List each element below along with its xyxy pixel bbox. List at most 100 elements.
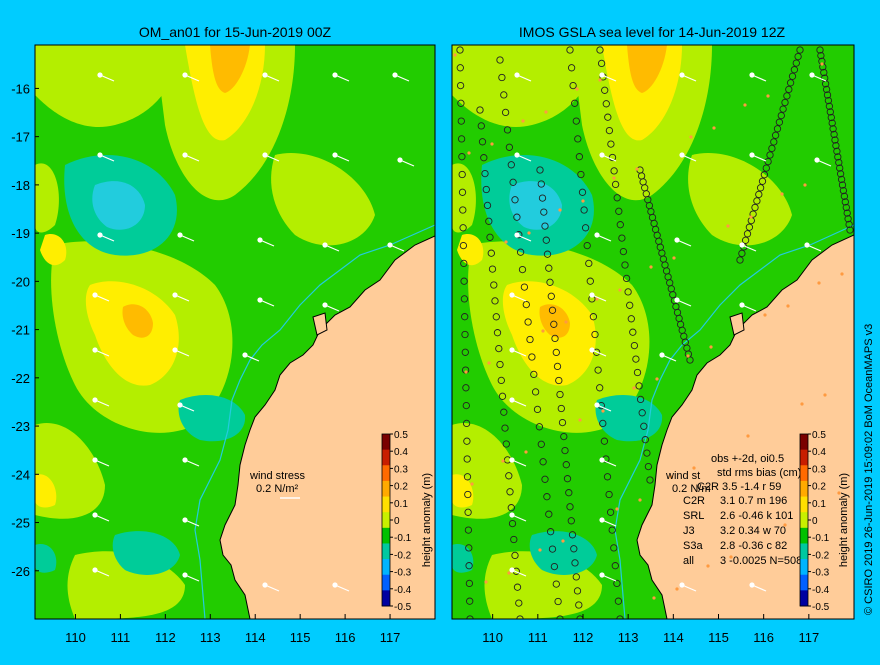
x-tick-label: 110 bbox=[482, 630, 503, 645]
obs-ring bbox=[545, 264, 553, 272]
obs-ring bbox=[462, 419, 471, 428]
wind-arrow-head bbox=[739, 242, 745, 248]
obs-ring bbox=[524, 318, 532, 326]
obs-ring bbox=[840, 192, 849, 200]
colorbar-segment bbox=[382, 434, 390, 451]
obs-ring bbox=[492, 313, 500, 321]
obs-ring bbox=[539, 458, 547, 466]
obs-ring bbox=[616, 221, 624, 229]
obs-ring bbox=[460, 277, 468, 285]
wind-arrow-head bbox=[599, 572, 605, 578]
colorbar-tick-label: -0.2 bbox=[394, 550, 412, 561]
obs-ring bbox=[770, 138, 778, 146]
left-longitude-axis: 110 111 112 113 114 115 116 117 bbox=[65, 614, 400, 645]
obs-ring bbox=[624, 288, 632, 296]
obs-dot bbox=[800, 402, 804, 406]
left-wind-label: wind stress 0.2 N/m² bbox=[249, 470, 306, 499]
obs-ring bbox=[640, 422, 648, 430]
obs-ring bbox=[834, 153, 842, 161]
colorbar-segment bbox=[800, 543, 808, 560]
obs-ring bbox=[608, 526, 616, 534]
x-tick-label: 113 bbox=[200, 630, 221, 645]
obs-dot bbox=[672, 256, 676, 260]
colorbar-segment bbox=[800, 590, 808, 607]
colorbar-tick-label: -0.5 bbox=[812, 602, 830, 613]
colorbar-tick-label: 0.3 bbox=[812, 464, 826, 475]
obs-ring bbox=[565, 489, 573, 497]
obs-ring bbox=[456, 81, 465, 90]
colorbar-tick-label: 0.1 bbox=[812, 499, 826, 510]
left-wind-stress-value: 0.2 N/m² bbox=[256, 483, 299, 495]
obs-ring bbox=[619, 247, 628, 256]
obs-ring bbox=[843, 209, 851, 217]
obs-dot bbox=[595, 297, 599, 301]
obs-ring bbox=[605, 490, 613, 499]
stats-row-values: 2.6 -0.46 k 101 bbox=[720, 510, 793, 522]
obs-ring bbox=[783, 92, 791, 100]
obs-dot bbox=[453, 53, 457, 57]
obs-ring bbox=[571, 559, 579, 567]
obs-ring bbox=[741, 236, 750, 244]
obs-ring bbox=[785, 85, 793, 94]
obs-ring bbox=[456, 64, 464, 72]
obs-ring bbox=[736, 256, 744, 264]
obs-ring bbox=[457, 99, 465, 107]
stats-header-columns: std rms bias (cm) bbox=[717, 467, 801, 479]
obs-ring bbox=[511, 551, 519, 560]
obs-ring bbox=[462, 384, 470, 392]
obs-ring bbox=[745, 223, 754, 231]
obs-ring bbox=[838, 181, 847, 189]
colorbar-tick-label: -0.4 bbox=[394, 585, 412, 596]
obs-dot bbox=[501, 459, 505, 463]
colorbar-segment bbox=[382, 512, 390, 529]
wind-arrow-head bbox=[392, 72, 398, 78]
wind-arrow-head bbox=[397, 157, 403, 163]
obs-ring bbox=[578, 188, 587, 196]
obs-ring bbox=[738, 249, 746, 258]
x-tick-label: 115 bbox=[708, 630, 729, 645]
x-tick-label: 110 bbox=[65, 630, 86, 645]
stats-header-window: obs +-2d, oi0.5 bbox=[711, 453, 784, 465]
obs-ring bbox=[646, 476, 654, 484]
obs-ring bbox=[458, 170, 466, 179]
y-tick-label: -18 bbox=[11, 178, 30, 193]
left-wind-arrows bbox=[92, 72, 415, 592]
obs-ring bbox=[594, 366, 602, 374]
wind-arrow-head bbox=[172, 292, 178, 298]
colorbar-segment bbox=[382, 543, 390, 560]
obs-dot bbox=[780, 192, 784, 196]
obs-ring bbox=[476, 106, 484, 114]
obs-ring bbox=[497, 376, 505, 385]
obs-dot bbox=[783, 523, 787, 527]
obs-ring bbox=[781, 98, 789, 107]
obs-ring bbox=[792, 59, 800, 67]
obs-ring bbox=[505, 143, 514, 151]
altimetry-observation-tracks bbox=[453, 46, 854, 619]
obs-ring bbox=[466, 597, 474, 605]
obs-ring bbox=[820, 68, 828, 77]
obs-ring bbox=[601, 86, 609, 94]
obs-ring bbox=[753, 197, 761, 205]
wind-arrow-head bbox=[589, 347, 595, 353]
colorbar-tick-label: -0.4 bbox=[812, 585, 830, 596]
obs-ring bbox=[543, 493, 551, 501]
obs-ring bbox=[824, 96, 833, 105]
left-panel-title: OM_an01 for 15-Jun-2019 00Z bbox=[139, 24, 332, 40]
x-tick-label: 113 bbox=[618, 630, 639, 645]
left-colorbar: 0.5 0.4 0.3 0.2 0.1 0 -0.1 -0.2 -0.3 -0.4 -0.5 bbox=[381, 430, 412, 613]
obs-ring bbox=[500, 91, 508, 99]
colorbar-tick-label: 0.2 bbox=[394, 482, 408, 493]
x-tick-label: 112 bbox=[155, 630, 176, 645]
x-tick-label: 115 bbox=[290, 630, 311, 645]
obs-dot bbox=[729, 555, 733, 559]
wind-arrow-head bbox=[182, 72, 188, 78]
obs-ring bbox=[823, 91, 832, 99]
wind-arrow-head bbox=[332, 582, 338, 588]
wind-arrow-head bbox=[182, 152, 188, 158]
stats-row-values: 3.1 0.7 m 196 bbox=[720, 495, 787, 507]
obs-ring bbox=[511, 196, 519, 204]
obs-ring bbox=[621, 261, 629, 269]
colorbar-tick-label: -0.1 bbox=[394, 533, 412, 544]
colorbar-tick-label: 0.4 bbox=[394, 447, 408, 458]
